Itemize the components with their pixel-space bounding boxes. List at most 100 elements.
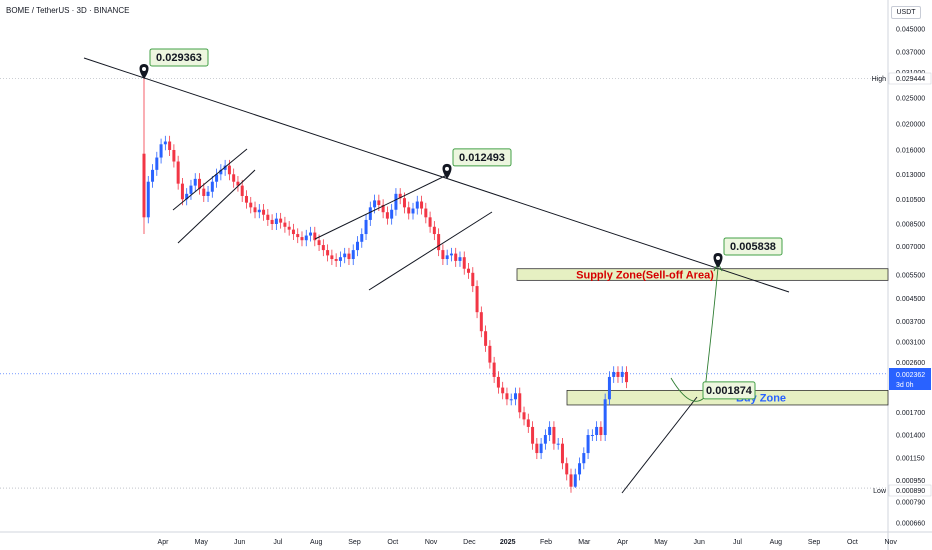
candle-111: [616, 366, 620, 383]
high-value-box: [888, 72, 932, 85]
candle-9: [180, 177, 184, 206]
candle-105: [590, 429, 594, 442]
current-price-box: [889, 368, 931, 390]
candle-49: [351, 244, 355, 266]
bar-countdown: 3d 0h: [896, 382, 914, 389]
pin-icon: [442, 163, 452, 179]
candle-76: [467, 263, 471, 279]
price-tick-label-6: 0.013000: [896, 172, 925, 179]
price-tick-label-14: 0.002600: [896, 360, 925, 367]
time-tick-label-19: Nov: [884, 539, 897, 546]
candle-27: [257, 204, 261, 219]
candle-91: [531, 421, 535, 450]
price-axis-ticks: 0.0450000.0370000.0310000.0250000.020000…: [896, 27, 925, 528]
candle-4: [159, 138, 163, 164]
price-tick-label-1: 0.037000: [896, 49, 925, 56]
candle-58: [390, 204, 394, 225]
callout-text-3: 0.001874: [706, 385, 753, 397]
candle-104: [586, 429, 590, 460]
candle-101: [573, 468, 577, 489]
candle-108: [603, 393, 607, 442]
candle-63: [411, 202, 415, 220]
candle-42: [321, 239, 325, 257]
candle-39: [309, 226, 313, 242]
candle-98: [560, 437, 564, 470]
candle-24: [244, 190, 248, 209]
price-tick-label-5: 0.016000: [896, 147, 925, 154]
callouts-layer: 0.029363 0.012493 0.005838 0.001874: [139, 48, 783, 400]
candle-71: [445, 249, 449, 266]
zone-label-0: Supply Zone(Sell-off Area): [576, 270, 714, 282]
time-tick-label-0: Apr: [158, 539, 170, 546]
support-trendline[interactable]: [621, 396, 698, 494]
candle-18: [219, 164, 223, 181]
candle-89: [522, 406, 526, 426]
candle-109: [607, 371, 611, 406]
candle-51: [360, 228, 364, 248]
time-tick-label-5: Sep: [348, 539, 361, 546]
time-tick-label-3: Jul: [273, 539, 282, 546]
time-tick-label-9: 2025: [500, 539, 516, 546]
candle-80: [484, 325, 488, 352]
high-label: High: [872, 76, 887, 83]
candle-88: [518, 387, 522, 419]
high-value: 0.029444: [896, 76, 925, 83]
candle-43: [326, 244, 330, 262]
currency-unit-button[interactable]: USDT: [891, 6, 921, 19]
time-tick-label-11: Mar: [578, 539, 591, 546]
price-tick-label-13: 0.003100: [896, 340, 925, 347]
low-label: Low: [873, 488, 887, 495]
price-tick-label-3: 0.025000: [896, 95, 925, 102]
price-tick-label-11: 0.004500: [896, 296, 925, 303]
price-callout-3: 0.001874: [702, 381, 756, 400]
candle-21: [232, 168, 236, 188]
time-tick-label-7: Nov: [425, 539, 438, 546]
candle-112: [620, 366, 624, 383]
callout-text-1: 0.012493: [459, 152, 505, 164]
price-tick-label-0: 0.045000: [896, 27, 925, 34]
candle-26: [253, 201, 257, 219]
low-value: 0.000890: [896, 488, 925, 495]
candle-74: [458, 251, 462, 267]
channel-line-upper-2[interactable]: [314, 174, 448, 240]
candle-56: [381, 199, 385, 219]
channel-line-lower-1[interactable]: [177, 169, 256, 244]
candle-32: [279, 212, 283, 229]
candle-30: [270, 214, 274, 230]
time-tick-label-12: Apr: [617, 539, 629, 546]
candle-103: [582, 447, 586, 470]
candle-23: [240, 179, 244, 202]
descending-trendline[interactable]: [83, 57, 790, 293]
candle-96: [552, 421, 556, 450]
time-tick-label-4: Aug: [310, 539, 323, 546]
current-price-value: 0.002362: [896, 372, 925, 379]
channel-line-upper-1[interactable]: [172, 148, 248, 211]
channel-line-lower-2[interactable]: [368, 211, 493, 291]
price-tick-label-20: 0.000790: [896, 499, 925, 506]
candle-34: [287, 221, 291, 236]
price-callout-2: 0.005838: [713, 237, 783, 268]
symbol-title[interactable]: BOME / TetherUS · 3D · BINANCE: [6, 6, 130, 15]
candle-59: [394, 188, 398, 216]
candle-100: [569, 468, 573, 493]
candle-37: [300, 231, 304, 247]
price-tick-label-16: 0.001700: [896, 410, 925, 417]
candle-107: [599, 421, 603, 442]
low-value-box: [888, 484, 932, 497]
candle-45: [334, 253, 338, 267]
candle-70: [441, 244, 445, 266]
price-tick-label-21: 0.000660: [896, 521, 925, 528]
candle-5: [163, 135, 167, 151]
candle-84: [501, 381, 505, 400]
price-tick-label-7: 0.010500: [896, 197, 925, 204]
candle-77: [471, 267, 475, 293]
candle-46: [338, 251, 342, 267]
time-tick-label-10: Feb: [540, 539, 552, 546]
time-tick-label-2: Jun: [234, 539, 245, 546]
projection-path: [670, 267, 719, 402]
candle-67: [428, 211, 432, 233]
candle-85: [505, 387, 509, 406]
candle-12: [193, 173, 197, 192]
candle-48: [347, 247, 351, 266]
